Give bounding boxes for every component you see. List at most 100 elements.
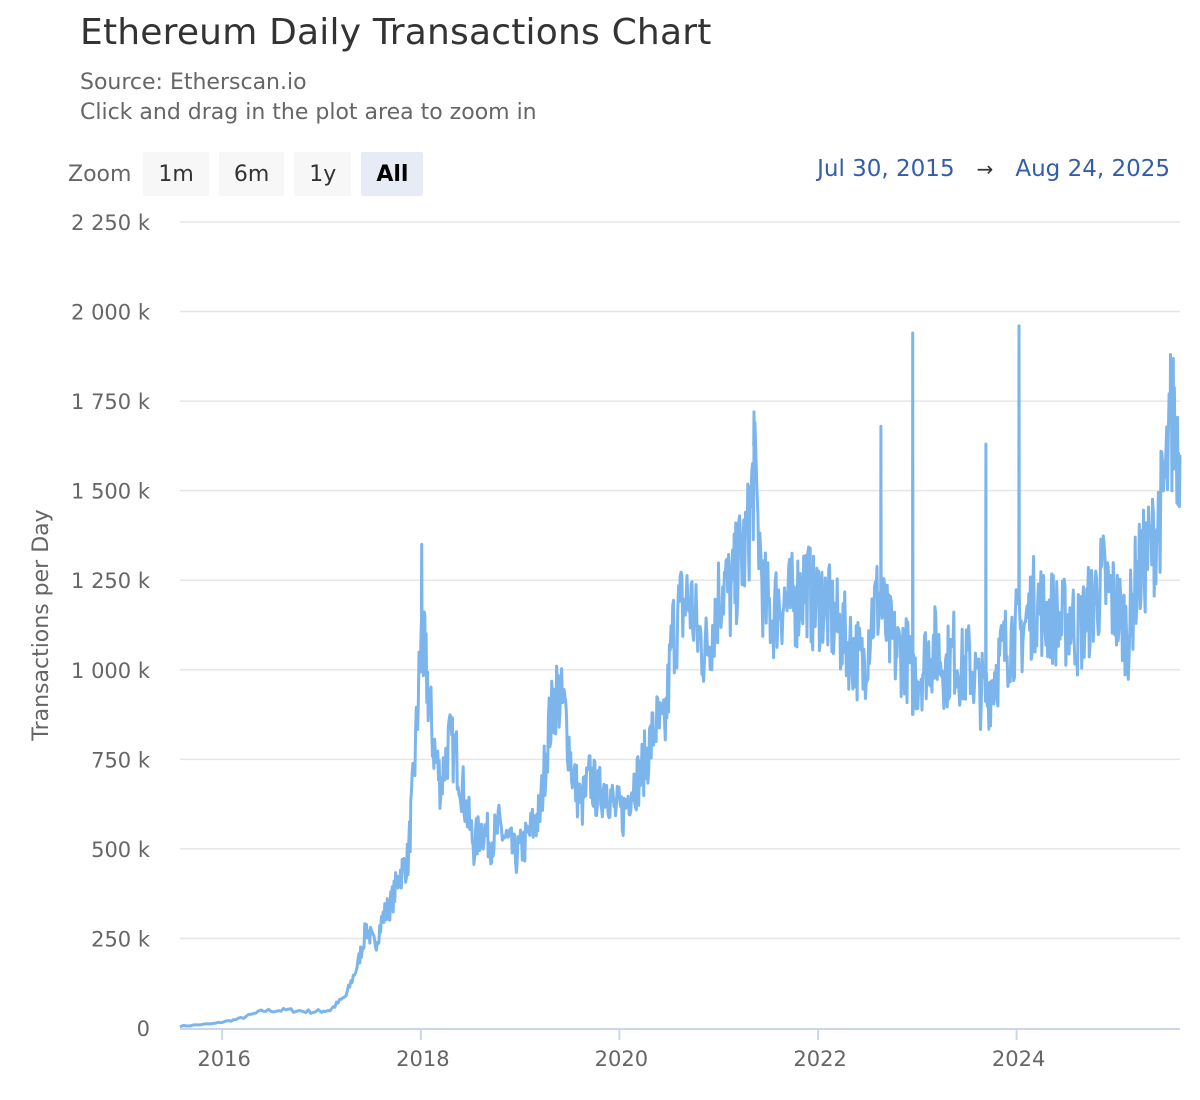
data-point[interactable]: [446, 738, 452, 744]
data-point[interactable]: [1117, 613, 1123, 619]
data-point[interactable]: [843, 638, 849, 644]
data-point[interactable]: [1034, 595, 1040, 601]
data-point[interactable]: [653, 721, 659, 727]
data-point[interactable]: [934, 645, 940, 651]
zoom-1y-button[interactable]: 1y: [294, 152, 352, 196]
data-point[interactable]: [695, 631, 701, 637]
data-point[interactable]: [744, 541, 750, 547]
data-point[interactable]: [877, 595, 883, 601]
data-point[interactable]: [405, 857, 411, 863]
data-point[interactable]: [604, 781, 610, 787]
data-point[interactable]: [927, 649, 933, 655]
data-point[interactable]: [811, 602, 817, 608]
data-point[interactable]: [827, 613, 833, 619]
data-point[interactable]: [860, 667, 866, 673]
data-point[interactable]: [423, 667, 429, 673]
data-point[interactable]: [1042, 613, 1048, 619]
data-point[interactable]: [885, 631, 891, 637]
data-point[interactable]: [1009, 631, 1015, 637]
data-point[interactable]: [629, 781, 635, 787]
data-point[interactable]: [637, 774, 643, 780]
data-point[interactable]: [1141, 559, 1147, 565]
data-point[interactable]: [769, 613, 775, 619]
data-point[interactable]: [488, 839, 494, 845]
data-point[interactable]: [504, 839, 510, 845]
data-point[interactable]: [570, 774, 576, 780]
data-point[interactable]: [736, 559, 742, 565]
data-point[interactable]: [777, 595, 783, 601]
data-point[interactable]: [463, 803, 469, 809]
data-point[interactable]: [1133, 577, 1139, 583]
data-point[interactable]: [327, 1007, 333, 1013]
data-point[interactable]: [430, 738, 436, 744]
data-point[interactable]: [513, 853, 519, 859]
data-point[interactable]: [1059, 624, 1065, 630]
data-point[interactable]: [835, 624, 841, 630]
data-point[interactable]: [852, 649, 858, 655]
data-point[interactable]: [177, 1023, 183, 1029]
data-point[interactable]: [1171, 416, 1177, 422]
data-point[interactable]: [372, 943, 378, 949]
data-point[interactable]: [412, 756, 418, 762]
data-point[interactable]: [364, 925, 370, 931]
data-point[interactable]: [579, 803, 585, 809]
data-point[interactable]: [1177, 452, 1183, 458]
zoom-1m-button[interactable]: 1m: [143, 152, 209, 196]
range-to-date[interactable]: Aug 24, 2025: [1015, 156, 1170, 182]
data-point[interactable]: [1050, 613, 1056, 619]
data-point[interactable]: [670, 631, 676, 637]
data-point[interactable]: [562, 710, 568, 716]
data-point[interactable]: [310, 1009, 316, 1015]
data-point[interactable]: [1125, 631, 1131, 637]
data-point[interactable]: [761, 595, 767, 601]
data-point[interactable]: [819, 595, 825, 601]
data-point[interactable]: [343, 993, 349, 999]
data-point[interactable]: [1100, 577, 1106, 583]
data-point[interactable]: [397, 871, 403, 877]
data-point[interactable]: [918, 667, 924, 673]
range-from-date[interactable]: Jul 30, 2015: [817, 156, 955, 182]
zoom-all-button[interactable]: All: [361, 152, 424, 196]
data-point[interactable]: [992, 667, 998, 673]
data-point[interactable]: [529, 824, 535, 830]
data-point[interactable]: [1067, 613, 1073, 619]
data-point[interactable]: [286, 1007, 292, 1013]
data-point[interactable]: [786, 602, 792, 608]
data-point[interactable]: [951, 649, 957, 655]
data-point[interactable]: [236, 1016, 242, 1022]
data-point[interactable]: [662, 731, 668, 737]
data-point[interactable]: [1150, 541, 1156, 547]
data-point[interactable]: [419, 631, 425, 637]
data-point[interactable]: [1017, 631, 1023, 637]
data-point[interactable]: [751, 470, 757, 476]
data-point[interactable]: [438, 781, 444, 787]
data-point[interactable]: [728, 595, 734, 601]
data-point[interactable]: [703, 649, 709, 655]
data-point[interactable]: [1001, 649, 1007, 655]
data-point[interactable]: [959, 667, 965, 673]
data-point[interactable]: [620, 810, 626, 816]
data-point[interactable]: [711, 613, 717, 619]
data-point[interactable]: [967, 660, 973, 666]
data-point[interactable]: [868, 613, 874, 619]
data-point[interactable]: [380, 914, 386, 920]
data-point[interactable]: [1109, 595, 1115, 601]
data-point[interactable]: [678, 606, 684, 612]
data-point[interactable]: [496, 824, 502, 830]
data-point[interactable]: [1166, 452, 1172, 458]
data-point[interactable]: [612, 807, 618, 813]
data-point[interactable]: [554, 688, 560, 694]
data-point[interactable]: [479, 824, 485, 830]
data-point[interactable]: [587, 774, 593, 780]
data-point[interactable]: [902, 649, 908, 655]
data-point[interactable]: [1075, 631, 1081, 637]
data-point[interactable]: [910, 674, 916, 680]
data-point[interactable]: [211, 1021, 217, 1027]
data-point[interactable]: [1084, 613, 1090, 619]
zoom-6m-button[interactable]: 6m: [218, 152, 285, 196]
data-point[interactable]: [545, 728, 551, 734]
series-line-transactions[interactable]: [179, 324, 1182, 1029]
data-point[interactable]: [1026, 613, 1032, 619]
data-point[interactable]: [471, 842, 477, 848]
